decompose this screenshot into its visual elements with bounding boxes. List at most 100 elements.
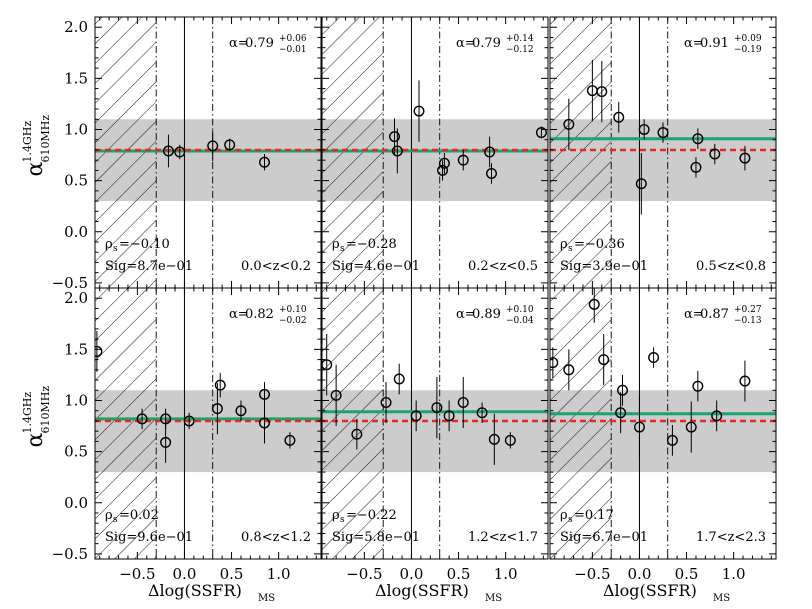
rho-value: =−0.10: [119, 237, 170, 252]
panel-6: −0.5 0.0 0.5 1.0 α=0.87 +0.27−0.13 ρ s =0.17 Sig=…: [549, 287, 777, 583]
point-marker: [457, 397, 469, 409]
alpha-annotation: α=0.79 +0.06−0.01: [229, 34, 307, 55]
x-tick-label: 0.5: [447, 565, 471, 583]
y-tick-label: 1.5: [64, 340, 88, 358]
data-point: [431, 376, 443, 439]
significance-label: Sig=4.6e−01: [332, 259, 420, 274]
data-point: [410, 400, 422, 432]
data-point: [351, 418, 363, 450]
data-point: [657, 122, 669, 143]
point-marker: [224, 139, 236, 151]
point-marker: [690, 161, 702, 173]
alpha-minus-error: −0.02: [279, 316, 307, 326]
point-marker: [259, 388, 271, 400]
point-marker: [380, 397, 392, 409]
ticks: [550, 288, 776, 559]
panel-3: α=0.91 +0.09−0.19 ρ s =−0.36 Sig=3.9e−01 0.5<z…: [549, 16, 777, 289]
rho-annotation: ρ s =−0.10: [105, 237, 170, 254]
hatched-region: [322, 17, 384, 288]
redshift-range: 0.8<z<1.2: [241, 530, 311, 545]
data-point: [588, 288, 600, 323]
alpha-minus-error: −0.01: [279, 45, 307, 55]
data-point: [259, 382, 271, 407]
point-marker: [711, 410, 723, 422]
significance-label: Sig=5.8e−01: [332, 530, 420, 545]
data-point: [486, 163, 498, 184]
data-point: [162, 134, 174, 168]
alpha-value: 0.91: [700, 36, 729, 51]
significance-label: Sig=8.7e−01: [105, 259, 193, 274]
rho-subscript: s: [113, 244, 118, 254]
rho-value: =0.02: [119, 508, 159, 523]
data-point: [389, 118, 401, 156]
y-tick-label: 0.0: [64, 494, 88, 512]
y-tick-label: −0.5: [52, 545, 88, 563]
hatched-region: [95, 17, 157, 288]
data-point: [330, 364, 342, 427]
point-marker: [739, 375, 751, 387]
x-tick-label: 0.0: [400, 565, 424, 583]
rho-value: =0.17: [574, 508, 614, 523]
alpha-value: 0.89: [472, 307, 501, 322]
point-marker: [259, 156, 271, 168]
data-point: [259, 402, 271, 444]
data-point: [136, 408, 148, 430]
ticks: [322, 288, 548, 559]
alpha-plus-error: +0.06: [279, 34, 307, 44]
panel-1: −0.5 0.0 0.5 1.0 1.5 2.0 α=0.79 +0.06−0.01 ρ s =−0…: [52, 16, 322, 292]
point-marker: [183, 415, 195, 427]
x-axis-label: Δlog(SSFR) MS: [375, 581, 502, 604]
y-tick-label: 0.5: [64, 443, 88, 461]
point-marker: [596, 86, 608, 98]
y-tick-label: 1.0: [64, 391, 88, 409]
significance-label: Sig=3.9e−01: [560, 259, 648, 274]
x-label-main: Δlog(SSFR): [603, 581, 697, 600]
point-marker: [486, 167, 498, 179]
alpha-prefix: α=: [684, 307, 704, 322]
data-point: [443, 400, 455, 432]
alpha-plus-error: +0.27: [734, 305, 762, 315]
data-point: [692, 370, 704, 402]
data-point: [648, 347, 660, 368]
y-tick-label: 0.5: [64, 172, 88, 190]
y-label-superscript: 1.4GHz: [21, 392, 34, 434]
data-point: [550, 347, 559, 378]
point-marker: [235, 405, 247, 417]
point-marker: [638, 123, 650, 135]
point-marker: [214, 379, 226, 391]
rho-annotation: ρ s =−0.36: [560, 237, 625, 254]
x-tick-label: 1.0: [722, 565, 746, 583]
point-marker: [692, 133, 704, 145]
hatched-region: [550, 17, 612, 288]
alpha-plus-error: +0.09: [734, 34, 762, 44]
point-marker: [322, 359, 333, 371]
x-tick-label: 0.5: [675, 565, 699, 583]
point-marker: [484, 146, 496, 158]
data-point: [476, 402, 488, 423]
plot-area: [95, 17, 321, 288]
rho-value: =−0.28: [346, 237, 397, 252]
data-point: [638, 119, 650, 140]
alpha-minus-error: −0.13: [734, 316, 762, 326]
x-label-subscript: MS: [258, 593, 275, 604]
data-point: [174, 144, 186, 160]
panel-frame: [94, 287, 322, 560]
data-point: [563, 98, 575, 150]
point-marker: [393, 373, 405, 385]
panel-5: −0.5 0.0 0.5 1.0 α=0.89 +0.10−0.04 ρ s =−0.22 Sig…: [321, 287, 549, 583]
ticks: [95, 288, 321, 559]
y-tick-label: 1.5: [64, 69, 88, 87]
point-marker: [284, 434, 296, 446]
alpha-annotation: α=0.82 +0.10−0.02: [229, 305, 307, 326]
data-point: [596, 60, 608, 123]
significance-label: Sig=6.7e−01: [560, 530, 648, 545]
point-marker: [598, 354, 610, 366]
data-point: [437, 160, 449, 181]
point-marker: [438, 157, 450, 169]
point-marker: [692, 380, 704, 392]
panel-2: α=0.79 +0.14−0.12 ρ s =−0.28 Sig=4.6e−01 0.2<z…: [321, 16, 549, 289]
point-marker: [648, 352, 660, 364]
redshift-range: 1.2<z<1.7: [468, 530, 538, 545]
data-point: [739, 145, 751, 171]
